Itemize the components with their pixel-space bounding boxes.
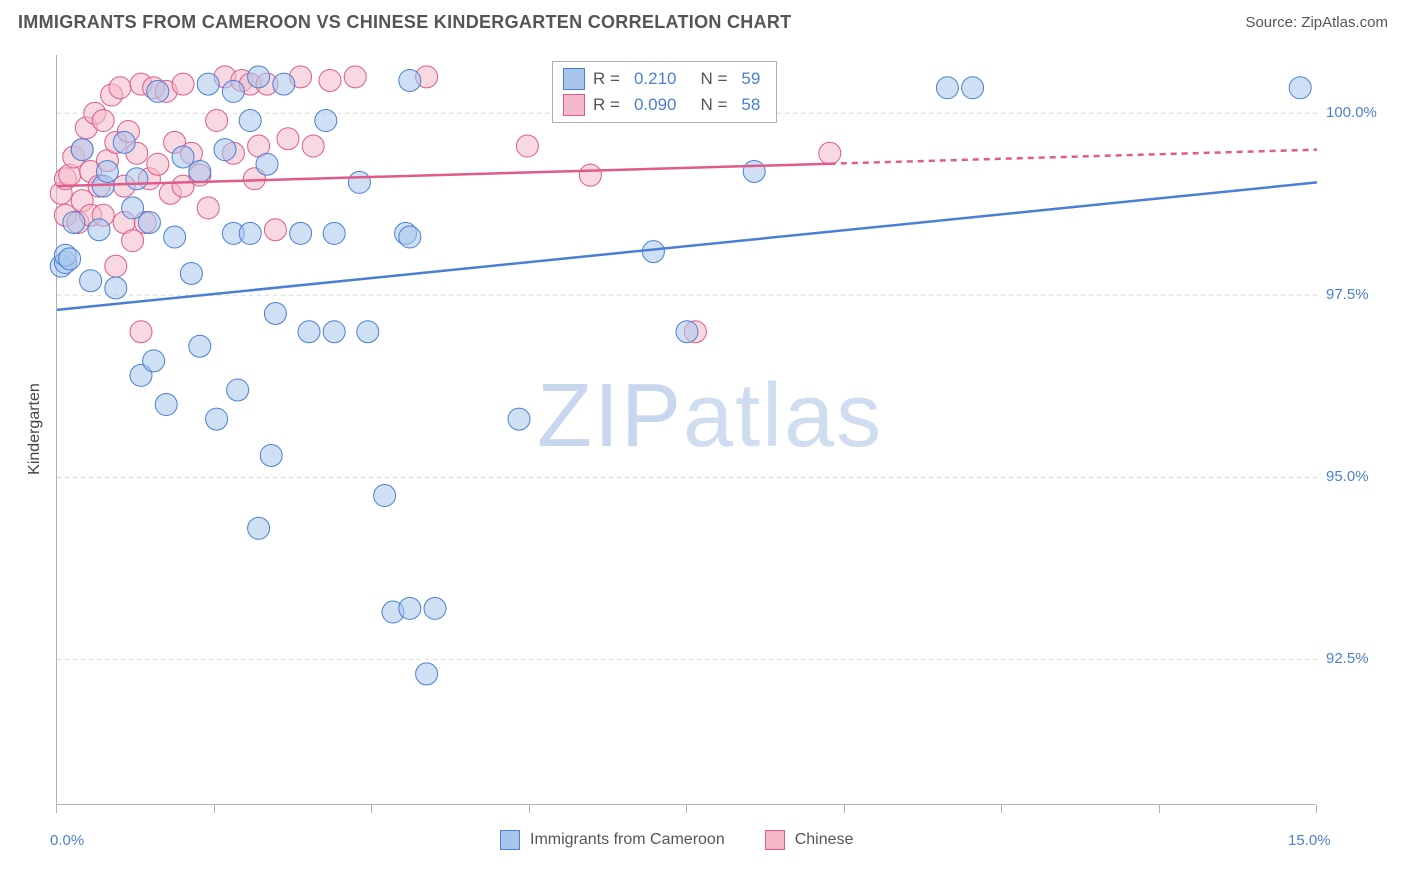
x-tick [56,805,57,813]
x-tick [371,805,372,813]
y-tick-label: 92.5% [1326,650,1369,667]
x-tick [844,805,845,813]
bottom-swatch-series1 [500,830,520,850]
title-bar: IMMIGRANTS FROM CAMEROON VS CHINESE KIND… [18,12,1388,33]
x-tick [1316,805,1317,813]
r-value-2: 0.090 [634,95,677,115]
y-tick-label: 95.0% [1326,468,1369,485]
x-tick [1001,805,1002,813]
r-label-1: R = [593,69,620,89]
r-label-2: R = [593,95,620,115]
plot-area: ZIPatlas R = 0.210 N = 59 R = 0.090 N = … [56,55,1316,805]
x-max-label: 15.0% [1288,832,1331,849]
x-tick [529,805,530,813]
x-tick [686,805,687,813]
x-tick [214,805,215,813]
stats-legend-row-1: R = 0.210 N = 59 [563,66,766,92]
n-label-2: N = [700,95,727,115]
chart-container: IMMIGRANTS FROM CAMEROON VS CHINESE KIND… [0,0,1406,892]
bottom-label-series2: Chinese [795,831,854,849]
legend-swatch-series2 [563,94,585,116]
stats-legend-row-2: R = 0.090 N = 58 [563,92,766,118]
x-min-label: 0.0% [50,832,84,849]
trendline-layer [57,55,1316,804]
legend-swatch-series1 [563,68,585,90]
n-value-2: 58 [741,95,760,115]
source-label: Source: ZipAtlas.com [1245,14,1388,31]
n-value-1: 59 [741,69,760,89]
bottom-swatch-series2 [765,830,785,850]
y-axis-title: Kindergarten [26,364,44,494]
stats-legend: R = 0.210 N = 59 R = 0.090 N = 58 [552,61,777,123]
y-tick-label: 100.0% [1326,104,1377,121]
r-value-1: 0.210 [634,69,677,89]
chart-title: IMMIGRANTS FROM CAMEROON VS CHINESE KIND… [18,12,791,33]
x-tick [1159,805,1160,813]
bottom-legend: Immigrants from Cameroon Chinese [500,830,853,850]
bottom-label-series1: Immigrants from Cameroon [530,831,725,849]
n-label-1: N = [700,69,727,89]
y-tick-label: 97.5% [1326,286,1369,303]
